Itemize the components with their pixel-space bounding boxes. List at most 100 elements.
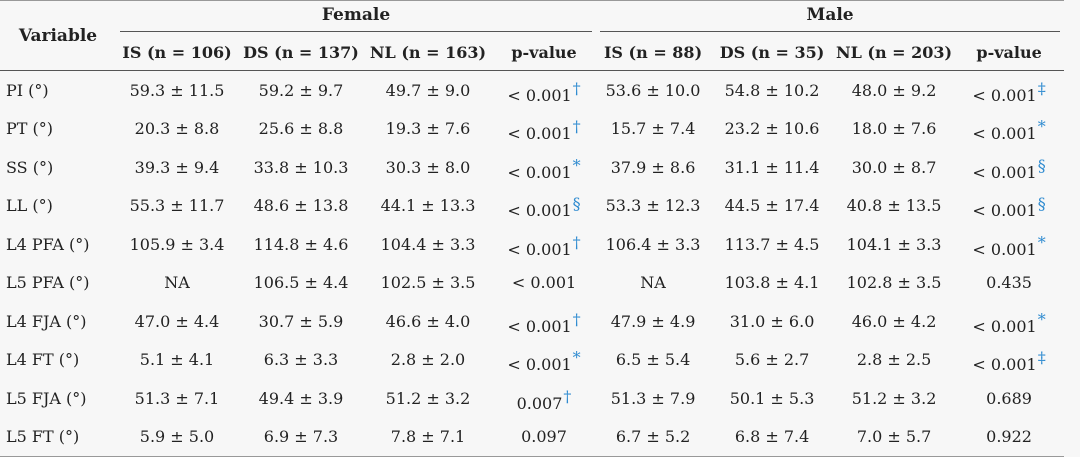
value-cell: 2.8 ± 2.0 [390,350,466,370]
p-value-cell: < 0.001 [511,273,577,293]
value-cell: 39.3 ± 9.4 [134,157,220,177]
value-cell: 6.7 ± 5.2 [615,427,691,447]
p-value-cell: 0.007† [492,379,596,418]
table-row: L5 FJA (°) 51.3 ± 7.1 49.4 ± 3.9 51.2 ± 3.2… [0,379,1064,418]
significance-marker: ‡ [1037,78,1046,98]
row-label: L5 PFA (°) [6,273,90,293]
p-value-cell: 0.922 [986,427,1032,447]
column-header: DS (n = 35) [719,43,825,62]
column-header: p-value [511,43,577,62]
value-cell: 114.8 ± 4.6 [253,234,349,254]
table-row: L5 PFA (°) NA 106.5 ± 4.4 102.5 ± 3.5 < 0.00… [0,264,1064,303]
value-cell: 15.7 ± 7.4 [610,119,696,139]
value-cell: 18.0 ± 7.6 [851,119,937,139]
value-cell: 31.0 ± 6.0 [729,311,815,331]
p-value-cell: < 0.001† [492,225,596,264]
row-label: SS (°) [6,157,54,177]
value-cell: 6.8 ± 7.4 [734,427,810,447]
value-cell: 49.4 ± 3.9 [258,388,344,408]
p-value-cell: < 0.001§ [492,187,596,226]
p-value: < 0.001 [972,162,1037,182]
p-value-cell: < 0.001* [954,302,1064,341]
p-value-cell: < 0.001‡ [954,71,1064,110]
p-value-cell: < 0.001* [492,341,596,380]
value-cell: 20.3 ± 8.8 [134,119,220,139]
value-cell: 30.3 ± 8.0 [385,157,471,177]
male-group-header: Male [596,1,1064,36]
p-value: < 0.001 [972,201,1037,221]
value-cell: 19.3 ± 7.6 [385,119,471,139]
significance-marker: * [572,155,581,175]
column-header: p-value [976,43,1042,62]
value-cell: 2.8 ± 2.5 [856,350,932,370]
p-value: < 0.001 [507,85,572,105]
table-header: Variable Female Male IS (n = 106) DS (n =… [0,0,1065,71]
row-label: L5 FT (°) [6,427,80,447]
value-cell: 5.9 ± 5.0 [139,427,215,447]
p-value-cell: < 0.001§ [954,187,1064,226]
value-cell: 105.9 ± 3.4 [129,234,225,254]
value-cell: 102.8 ± 3.5 [846,273,942,293]
value-cell: 103.8 ± 4.1 [724,273,820,293]
p-value: < 0.001 [507,162,572,182]
table-row: L5 FT (°) 5.9 ± 5.0 6.9 ± 7.3 7.8 ± 7.1 0.09… [0,418,1065,457]
p-value-cell: < 0.001* [492,148,596,187]
value-cell: 53.3 ± 12.3 [605,196,701,216]
table-row: PT (°) 20.3 ± 8.8 25.6 ± 8.8 19.3 ± 7.6 < 0.… [0,110,1064,149]
significance-marker: † [572,232,581,252]
value-cell: 48.0 ± 9.2 [851,80,937,100]
table-row: L4 FJA (°) 47.0 ± 4.4 30.7 ± 5.9 46.6 ± 4.0… [0,302,1064,341]
value-cell: 30.7 ± 5.9 [258,311,344,331]
value-cell: 104.1 ± 3.3 [846,234,942,254]
value-cell: 104.4 ± 3.3 [380,234,476,254]
p-value-cell: 0.435 [986,273,1032,293]
significance-marker: * [572,348,581,368]
row-label: L4 PFA (°) [6,234,90,254]
p-value: < 0.001 [972,85,1037,105]
significance-marker: ‡ [1037,348,1046,368]
column-header: DS (n = 137) [243,43,359,62]
value-cell: NA [640,273,666,293]
row-label: L4 FT (°) [6,350,80,370]
value-cell: 106.4 ± 3.3 [605,234,701,254]
p-value-cell: 0.097 [521,427,567,447]
value-cell: 44.5 ± 17.4 [724,196,820,216]
significance-marker: * [1037,232,1046,252]
p-value: < 0.001 [972,124,1037,144]
variable-header: Variable [18,25,98,46]
value-cell: 106.5 ± 4.4 [253,273,349,293]
value-cell: NA [164,273,190,293]
table-row: L4 PFA (°) 105.9 ± 3.4 114.8 ± 4.6 104.4 ± … [0,225,1064,264]
p-value-cell: < 0.001* [954,225,1064,264]
value-cell: 6.9 ± 7.3 [263,427,339,447]
p-value: < 0.001 [507,124,572,144]
row-label: L4 FJA (°) [6,311,87,331]
significance-marker: * [1037,117,1046,137]
significance-marker: * [1037,309,1046,329]
p-value-cell: < 0.001‡ [954,341,1064,380]
value-cell: 23.2 ± 10.6 [724,119,820,139]
value-cell: 44.1 ± 13.3 [380,196,476,216]
column-header: IS (n = 106) [122,43,232,62]
value-cell: 6.3 ± 3.3 [263,350,339,370]
value-cell: 51.2 ± 3.2 [851,388,937,408]
p-value-cell: < 0.001† [492,71,596,110]
value-cell: 5.1 ± 4.1 [139,350,215,370]
value-cell: 113.7 ± 4.5 [724,234,820,254]
value-cell: 59.2 ± 9.7 [258,80,344,100]
p-value-cell: 0.689 [986,388,1032,408]
row-label: PI (°) [6,80,49,100]
table-body: PI (°) 59.3 ± 11.5 59.2 ± 9.7 49.7 ± 9.0 < 0… [0,71,1065,457]
significance-marker: § [572,194,581,214]
value-cell: 49.7 ± 9.0 [385,80,471,100]
value-cell: 37.9 ± 8.6 [610,157,696,177]
value-cell: 31.1 ± 11.4 [724,157,820,177]
value-cell: 50.1 ± 5.3 [729,388,815,408]
p-value: 0.007 [516,393,563,413]
table-row: LL (°) 55.3 ± 11.7 48.6 ± 13.8 44.1 ± 13.3 <… [0,187,1064,226]
value-cell: 54.8 ± 10.2 [724,80,820,100]
female-group-header: Female [116,1,596,36]
value-cell: 51.3 ± 7.9 [610,388,696,408]
